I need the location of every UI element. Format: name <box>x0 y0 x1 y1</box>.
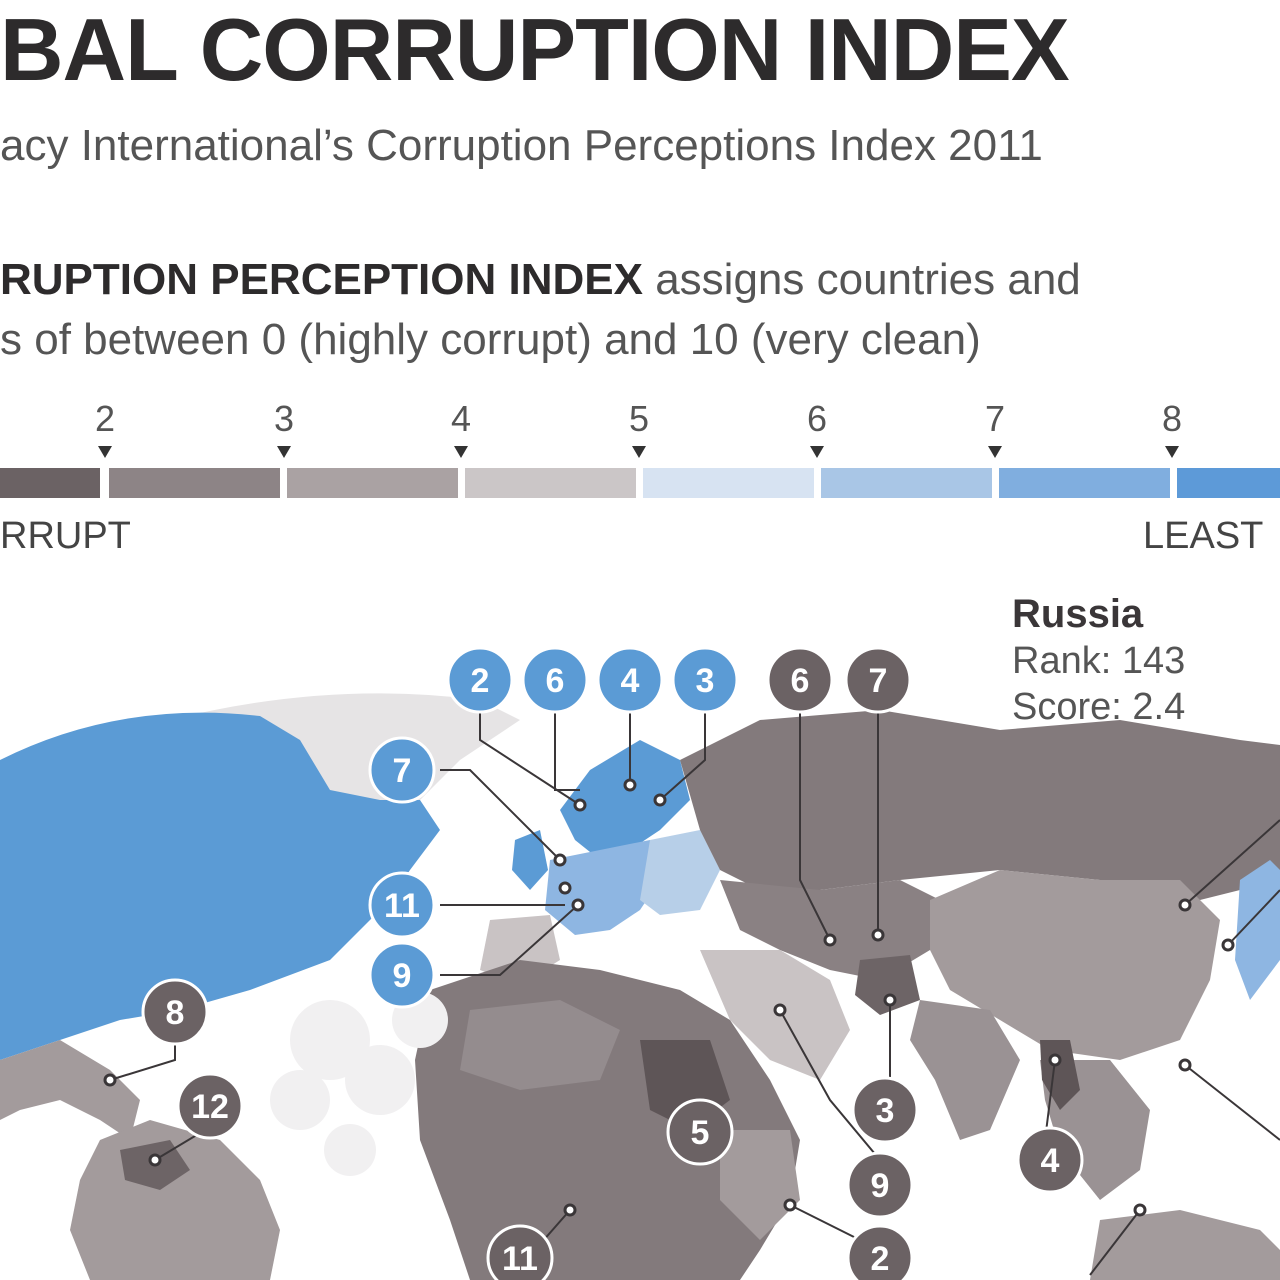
page-subtitle: acy International’s Corruption Perceptio… <box>0 121 1043 170</box>
badge-grey: 2 <box>846 1224 914 1280</box>
scale-segment <box>0 468 100 498</box>
scale-right-label: LEAST <box>1143 515 1264 557</box>
badge-label: 9 <box>393 957 412 995</box>
badge-grey: 8 <box>141 978 209 1046</box>
badge-label: 8 <box>166 994 185 1032</box>
scale-tick-label: 2 <box>94 398 116 439</box>
scale-segment <box>287 468 458 498</box>
badge-blue: 9 <box>368 941 436 1009</box>
badge-label: 11 <box>502 1240 538 1278</box>
scale-segment <box>999 468 1170 498</box>
badge-label: 9 <box>871 1167 890 1205</box>
badge-blue: 3 <box>671 646 739 714</box>
badge-label: 12 <box>191 1088 229 1126</box>
badge-label: 4 <box>1041 1142 1060 1180</box>
map-leader-dots <box>103 778 1235 1217</box>
map-region-central-america <box>0 1040 140 1140</box>
scale-segment <box>465 468 636 498</box>
badge-grey: 5 <box>666 1098 734 1166</box>
badge-grey: 7 <box>844 646 912 714</box>
map-region-central-asia <box>720 880 940 980</box>
scale-tick-marker-icon <box>454 446 468 458</box>
page-title: BAL CORRUPTION INDEX <box>0 0 1070 99</box>
scale-tick-label: 7 <box>984 398 1006 439</box>
map-region-north-america <box>0 712 440 1060</box>
scale-tick-marker-icon <box>988 446 1002 458</box>
russia-callout: Russia Rank: 143 Score: 2.4 <box>1012 594 1185 726</box>
badge-label: 2 <box>871 1240 890 1278</box>
badge-blue: 2 <box>446 646 514 714</box>
map-region-india <box>910 1000 1020 1140</box>
scale-left-label: RRUPT <box>0 515 131 557</box>
badge-label: 5 <box>691 1114 710 1152</box>
scale-tick-marker-icon <box>632 446 646 458</box>
map-region-west-europe <box>545 840 660 935</box>
scale-tick-marker-icon <box>810 446 824 458</box>
scale-tick-label: 5 <box>628 398 650 439</box>
scale-tick-label: 4 <box>450 398 472 439</box>
badge-label: 3 <box>876 1092 895 1130</box>
world-map: 2 6 4 3 7 11 9 6 7 8 12 5 3 9 4 11 2 <box>0 646 1280 1280</box>
badge-grey: 11 <box>486 1224 554 1280</box>
map-region-east-europe <box>640 830 720 915</box>
map-region-indonesia <box>1090 1210 1280 1280</box>
index-description-rest: assigns countries and <box>642 255 1081 304</box>
map-ocean-texture <box>270 992 448 1176</box>
badge-blue: 4 <box>596 646 664 714</box>
scale-tick-label: 6 <box>806 398 828 439</box>
badge-label: 4 <box>621 662 640 700</box>
badge-blue: 6 <box>521 646 589 714</box>
badge-label: 7 <box>393 752 412 790</box>
badge-label: 6 <box>791 662 810 700</box>
map-region-uk <box>512 830 548 890</box>
map-region-scandinavia <box>560 740 690 860</box>
map-region-east-africa <box>720 1130 800 1240</box>
scale-tick-label: 8 <box>1161 398 1183 439</box>
map-region-middle-east <box>700 950 850 1080</box>
scale-tick-marker-icon <box>98 446 112 458</box>
badge-label: 6 <box>546 662 565 700</box>
scale-segment <box>1177 468 1280 498</box>
index-description-line2: s of between 0 (highly corrupt) and 10 (… <box>0 315 981 364</box>
badge-grey: 12 <box>176 1072 244 1140</box>
map-region-china <box>930 870 1220 1060</box>
map-region-afghanistan <box>855 955 920 1015</box>
scale-segment <box>109 468 280 498</box>
map-region-russia <box>680 710 1280 900</box>
badge-grey: 4 <box>1016 1126 1084 1194</box>
scale-tick-label: 3 <box>273 398 295 439</box>
scale-segment <box>821 468 992 498</box>
map-region-japan <box>1235 860 1280 1000</box>
scale-tick-marker-icon <box>277 446 291 458</box>
badge-label: 11 <box>384 887 420 925</box>
index-description-bold: RUPTION PERCEPTION INDEX <box>0 255 643 304</box>
badge-grey: 6 <box>766 646 834 714</box>
map-region-south-america <box>70 1120 280 1280</box>
badge-blue: 11 <box>368 871 436 939</box>
badge-grey: 9 <box>846 1151 914 1219</box>
badge-label: 7 <box>869 662 888 700</box>
badge-grey: 3 <box>851 1076 919 1144</box>
badge-blue: 7 <box>368 736 436 804</box>
callout-rank: Rank: 143 <box>1012 640 1186 682</box>
index-description: RUPTION PERCEPTION INDEX assigns countri… <box>0 258 1081 302</box>
scale-segment <box>643 468 814 498</box>
map-region-sahel <box>460 1000 620 1090</box>
badge-label: 2 <box>471 662 490 700</box>
scale-tick-marker-icon <box>1165 446 1179 458</box>
callout-country: Russia <box>1012 592 1144 636</box>
badge-label: 3 <box>696 662 715 700</box>
callout-score: Score: 2.4 <box>1012 686 1186 728</box>
score-scale: 2 3 4 5 6 7 8 RRUPT LEAST <box>0 380 1280 555</box>
